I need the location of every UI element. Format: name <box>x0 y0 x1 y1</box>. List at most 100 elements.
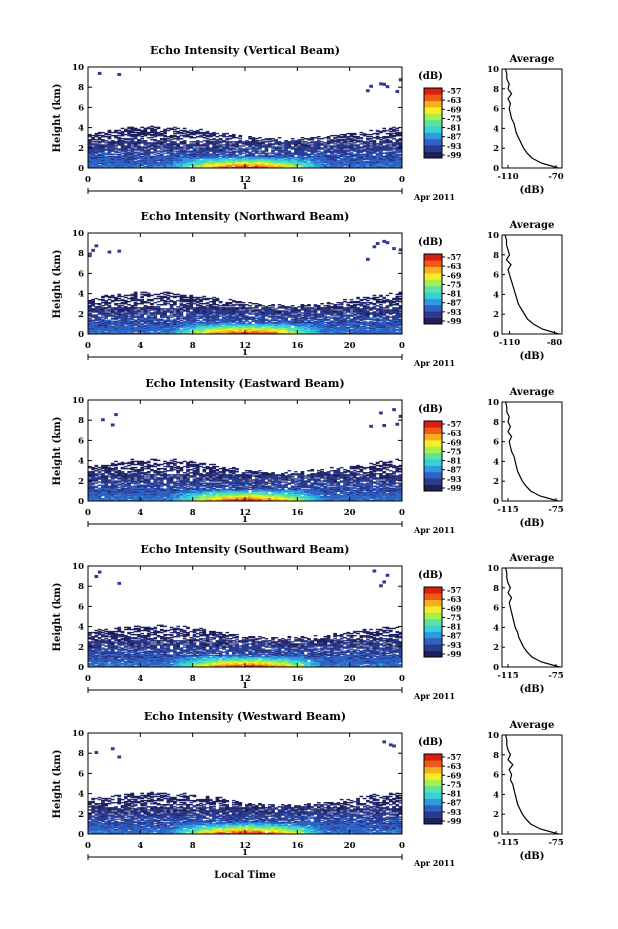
echo-cell <box>156 150 161 152</box>
echo-cell <box>294 308 298 310</box>
echo-cell <box>195 297 200 300</box>
echo-cell <box>271 140 275 142</box>
echo-cell <box>159 151 164 153</box>
echo-cell <box>238 149 243 151</box>
echo-cell <box>137 299 141 302</box>
echo-cell <box>379 156 383 159</box>
echo-cell <box>274 329 279 332</box>
echo-cell <box>104 142 109 144</box>
echo-cell <box>212 133 216 136</box>
echo-cell <box>140 317 144 319</box>
colorbar-frame <box>423 87 443 159</box>
echo-cell <box>166 310 171 312</box>
echo-cell <box>343 320 347 322</box>
echo-cell <box>130 305 135 307</box>
echo-cell <box>140 300 144 303</box>
echo-cell <box>169 150 174 152</box>
echo-cell <box>274 158 279 161</box>
echo-cell <box>91 162 95 165</box>
echo-cell <box>316 326 321 329</box>
echo-cell <box>94 150 99 152</box>
echo-cell <box>133 327 138 330</box>
echo-cell <box>209 323 213 326</box>
echo-cell <box>186 153 190 155</box>
echo-cell <box>323 318 328 320</box>
echo-cell <box>143 331 148 334</box>
echo-cell <box>192 300 197 303</box>
echo-cell <box>330 152 334 154</box>
echo-cell <box>225 309 230 311</box>
echo-cell <box>212 142 216 144</box>
echo-cell <box>137 157 141 160</box>
average-x-tick-label: -70 <box>548 172 563 182</box>
echo-cell <box>88 152 92 154</box>
echo-cell <box>280 153 285 155</box>
echo-cell <box>189 143 194 145</box>
echo-cell <box>205 140 210 142</box>
echo-cell <box>169 151 174 153</box>
echo-cell <box>202 309 207 311</box>
echo-cell <box>392 162 396 165</box>
echo-cell <box>225 156 230 159</box>
echo-cell <box>303 158 308 161</box>
echo-cell <box>313 318 318 320</box>
echo-cell <box>91 298 95 301</box>
echo-cell <box>352 320 357 322</box>
echo-cell <box>290 315 295 317</box>
echo-cell <box>339 159 344 162</box>
echo-cell <box>339 316 344 318</box>
echo-cell <box>379 130 383 133</box>
echo-cell <box>143 313 148 315</box>
echo-cell <box>209 319 213 321</box>
echo-cell <box>375 161 380 164</box>
echo-cell <box>261 157 266 160</box>
echo-cell <box>101 320 105 322</box>
echo-cell <box>218 311 223 313</box>
echo-cell <box>143 163 148 166</box>
average-y-tick-label: 2 <box>493 144 499 154</box>
echo-cell <box>372 161 377 164</box>
echo-cell <box>320 162 324 165</box>
echo-cell <box>225 317 230 319</box>
echo-cell <box>182 149 187 151</box>
echo-cell <box>186 308 190 310</box>
echo-cell <box>326 163 331 166</box>
echo-cell <box>310 313 315 315</box>
echo-cell <box>169 312 174 314</box>
echo-cell <box>215 324 220 327</box>
echo-cell <box>375 152 380 154</box>
echo-cell <box>173 295 177 298</box>
echo-cell <box>91 305 95 307</box>
echo-cell <box>189 321 194 324</box>
echo-cell <box>294 324 298 327</box>
echo-cell <box>156 300 161 303</box>
echo-cell <box>195 147 200 149</box>
echo-cell <box>182 316 187 318</box>
echo-cell <box>294 143 298 145</box>
echo-cell <box>88 330 92 333</box>
echo-cell <box>245 327 249 330</box>
echo-cell <box>264 307 269 309</box>
echo-cell <box>123 309 128 311</box>
echo-cell <box>117 329 122 332</box>
echo-cell <box>369 138 373 140</box>
echo-cell <box>166 159 171 162</box>
echo-cell <box>310 138 315 140</box>
echo-cell <box>379 142 383 144</box>
colorbar-segment <box>424 132 442 140</box>
echo-cell <box>235 144 239 146</box>
echo-cell <box>284 317 288 319</box>
echo-cell <box>362 134 367 137</box>
echo-cell <box>277 160 282 163</box>
echo-cell <box>359 138 364 140</box>
echo-cell <box>339 160 344 163</box>
echo-cell <box>88 134 92 137</box>
echo-cell <box>153 133 158 136</box>
echo-cell <box>284 152 288 154</box>
echo-cell <box>209 150 213 152</box>
echo-cell <box>300 306 305 308</box>
echo-cell <box>271 312 275 314</box>
echo-cell <box>254 165 259 168</box>
echo-cell <box>133 326 138 329</box>
echo-cell <box>290 153 295 155</box>
